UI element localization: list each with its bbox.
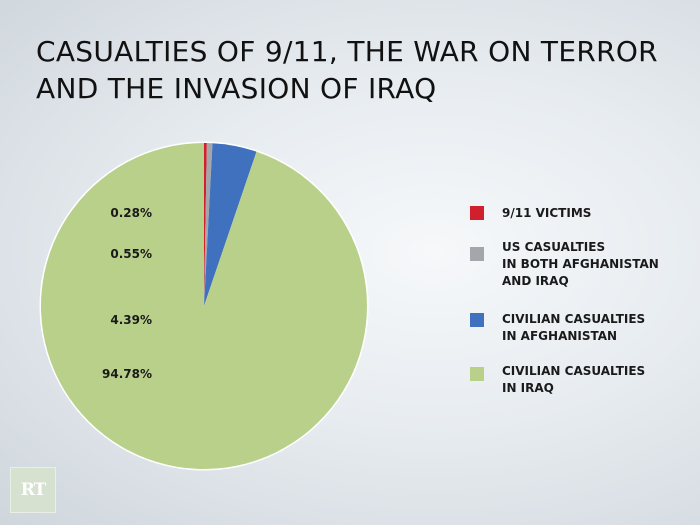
legend-label-line: IN AFGHANISTAN xyxy=(502,329,618,343)
rt-logo: RT xyxy=(10,467,56,513)
legend-pct-911-victims: 0.28% xyxy=(110,206,152,220)
legend: 0.28% 9/11 VICTIMS 0.55% US CASUALTIES I… xyxy=(102,0,690,525)
pie-slice-911-victims xyxy=(204,143,207,306)
chart-title-line-1: CASUALTIES OF 9/11, THE WAR ON TERROR xyxy=(36,35,658,68)
legend-swatch-us-casualties xyxy=(470,247,484,261)
pie-slice-us-casualties xyxy=(204,143,213,306)
legend-pct-civilian-afghanistan: 4.39% xyxy=(110,313,152,327)
legend-label-civilian-afghanistan: CIVILIAN CASUALTIES IN AFGHANISTAN xyxy=(502,311,687,345)
legend-label-line: CIVILIAN CASUALTIES xyxy=(502,312,646,326)
legend-label-911-victims: 9/11 VICTIMS xyxy=(502,205,687,222)
legend-label-line: US CASUALTIES xyxy=(502,240,606,254)
legend-pct-civilian-iraq: 94.78% xyxy=(102,367,152,381)
legend-swatch-civilian-afghanistan xyxy=(470,313,484,327)
legend-swatch-911-victims xyxy=(470,206,484,220)
legend-pct-us-casualties: 0.55% xyxy=(110,247,152,261)
legend-label-line: 9/11 VICTIMS xyxy=(502,206,592,220)
legend-label-line: AND IRAQ xyxy=(502,274,569,288)
legend-swatch-civilian-iraq xyxy=(470,367,484,381)
pie-slice-civilian-iraq xyxy=(41,143,368,470)
chart-title: CASUALTIES OF 9/11, THE WAR ON TERROR AN… xyxy=(36,33,676,107)
legend-label-line: IN BOTH AFGHANISTAN xyxy=(502,257,659,271)
chart-title-line-2: AND THE INVASION OF IRAQ xyxy=(36,72,437,105)
legend-label-line: CIVILIAN CASUALTIES xyxy=(502,364,646,378)
legend-label-us-casualties: US CASUALTIES IN BOTH AFGHANISTAN AND IR… xyxy=(502,239,687,290)
legend-label-line: IN IRAQ xyxy=(502,381,554,395)
legend-label-civilian-iraq: CIVILIAN CASUALTIES IN IRAQ xyxy=(502,363,687,397)
pie-slice-civilian-afghanistan xyxy=(204,143,257,306)
